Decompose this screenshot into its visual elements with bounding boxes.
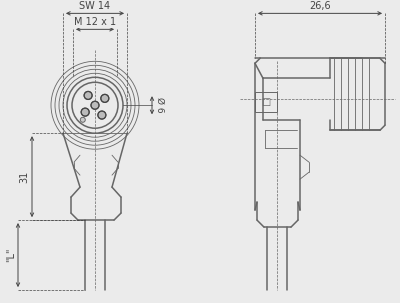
Circle shape bbox=[80, 117, 85, 122]
Text: "L": "L" bbox=[6, 248, 16, 262]
Circle shape bbox=[98, 111, 106, 119]
Bar bbox=[255, 92, 277, 112]
Text: Ø 6: Ø 6 bbox=[156, 98, 164, 113]
Text: □: □ bbox=[261, 97, 271, 107]
Circle shape bbox=[91, 101, 99, 109]
Text: M 12 x 1: M 12 x 1 bbox=[74, 17, 116, 27]
Text: SW 14: SW 14 bbox=[80, 2, 110, 12]
Circle shape bbox=[81, 108, 89, 116]
Circle shape bbox=[84, 92, 92, 99]
Text: 26,6: 26,6 bbox=[309, 2, 331, 12]
Circle shape bbox=[101, 94, 109, 102]
Text: 31: 31 bbox=[19, 171, 29, 183]
